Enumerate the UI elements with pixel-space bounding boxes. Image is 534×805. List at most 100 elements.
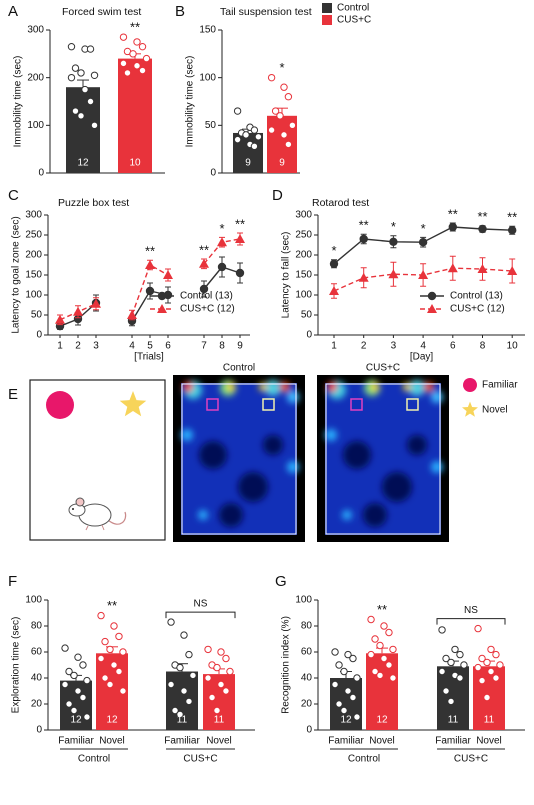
data-point xyxy=(171,706,179,715)
bar xyxy=(66,87,100,173)
data-point xyxy=(492,650,500,659)
marker xyxy=(447,263,458,273)
data-point xyxy=(90,71,99,79)
data-point xyxy=(371,635,379,643)
legend-swatch xyxy=(322,15,332,25)
data-point xyxy=(77,112,85,120)
group-label: Control xyxy=(348,754,380,765)
ns-bracket xyxy=(436,618,506,625)
group-label: CUS+C xyxy=(183,754,217,765)
x-tick-label: Novel xyxy=(206,736,232,747)
legend-label: Control xyxy=(337,3,369,14)
data-point xyxy=(478,654,486,663)
significance: ** xyxy=(107,598,117,613)
significance: * xyxy=(331,243,336,258)
y-tick-label: 80 xyxy=(301,621,313,632)
data-point xyxy=(340,706,348,715)
x-tick-label: 6 xyxy=(165,341,171,352)
y-tick-label: 0 xyxy=(210,168,216,179)
data-point xyxy=(353,713,361,721)
significance: * xyxy=(391,219,396,234)
ns-bracket xyxy=(165,611,236,619)
data-point xyxy=(389,645,397,654)
heatmap xyxy=(173,375,305,542)
data-point xyxy=(478,676,486,685)
data-point xyxy=(119,33,128,41)
n-label: 12 xyxy=(77,158,89,169)
y-tick-label: 0 xyxy=(36,330,42,341)
data-point xyxy=(288,121,297,130)
data-point xyxy=(213,663,221,672)
x-tick-label: 1 xyxy=(331,341,337,352)
data-point xyxy=(133,38,141,46)
legend-marker xyxy=(427,291,437,301)
data-point xyxy=(267,73,276,82)
data-point xyxy=(61,680,69,689)
significance: * xyxy=(279,60,284,75)
legend-label: Control (13) xyxy=(180,291,233,302)
y-tick-label: 300 xyxy=(25,210,42,221)
y-tick-label: 100 xyxy=(25,290,42,301)
panel-letter: F xyxy=(8,573,17,590)
y-tick-label: 0 xyxy=(306,330,312,341)
data-point xyxy=(204,674,212,682)
data-point xyxy=(222,654,230,663)
significance: NS xyxy=(194,599,208,610)
data-point xyxy=(250,126,259,134)
data-point xyxy=(280,83,288,91)
data-point xyxy=(86,45,95,53)
y-tick-label: 0 xyxy=(306,725,312,736)
x-tick-label: Familiar xyxy=(328,736,364,747)
y-tick-label: 250 xyxy=(295,230,312,241)
data-point xyxy=(483,658,491,667)
data-point xyxy=(496,661,504,669)
y-tick-label: 250 xyxy=(25,230,42,241)
y-tick-label: 100 xyxy=(27,120,44,131)
data-point xyxy=(61,644,69,652)
x-tick-label: Novel xyxy=(369,736,395,747)
x-tick-label: Novel xyxy=(476,736,502,747)
chart-title: Rotarod test xyxy=(312,197,369,209)
significance: * xyxy=(421,221,426,236)
data-point xyxy=(456,674,464,682)
x-tick-label: 5 xyxy=(147,341,153,352)
y-tick-label: 80 xyxy=(31,621,43,632)
data-point xyxy=(185,697,193,706)
n-label: 9 xyxy=(245,158,251,169)
data-point xyxy=(385,628,393,637)
data-point xyxy=(442,654,450,663)
data-point xyxy=(226,667,234,676)
legend-symbol xyxy=(463,378,477,392)
n-label: 11 xyxy=(214,715,225,726)
n-label: 12 xyxy=(70,715,82,726)
data-point xyxy=(474,624,482,633)
marker xyxy=(235,268,245,278)
data-point xyxy=(474,663,482,672)
n-label: 11 xyxy=(484,715,495,726)
data-point xyxy=(138,42,147,51)
n-label: 12 xyxy=(106,715,118,726)
x-tick-label: 4 xyxy=(420,341,426,352)
data-point xyxy=(367,650,375,659)
marker xyxy=(145,260,155,269)
data-point xyxy=(86,97,95,106)
significance: ** xyxy=(359,218,369,233)
data-point xyxy=(101,637,109,646)
x-tick-label: 3 xyxy=(391,341,397,352)
data-point xyxy=(185,650,193,659)
data-point xyxy=(74,687,82,695)
n-label: 11 xyxy=(448,715,459,726)
data-point xyxy=(189,671,197,680)
x-tick-label: Familiar xyxy=(435,736,471,747)
data-point xyxy=(115,667,123,676)
data-point xyxy=(276,112,284,120)
marker xyxy=(358,272,369,282)
legend-label: Familiar xyxy=(482,380,518,391)
data-point xyxy=(115,632,123,641)
x-tick-label: Familiar xyxy=(164,736,200,747)
data-point xyxy=(284,140,293,149)
data-point xyxy=(79,661,87,669)
data-point xyxy=(97,654,105,663)
panel-letter: E xyxy=(8,386,18,403)
data-point xyxy=(119,648,127,656)
